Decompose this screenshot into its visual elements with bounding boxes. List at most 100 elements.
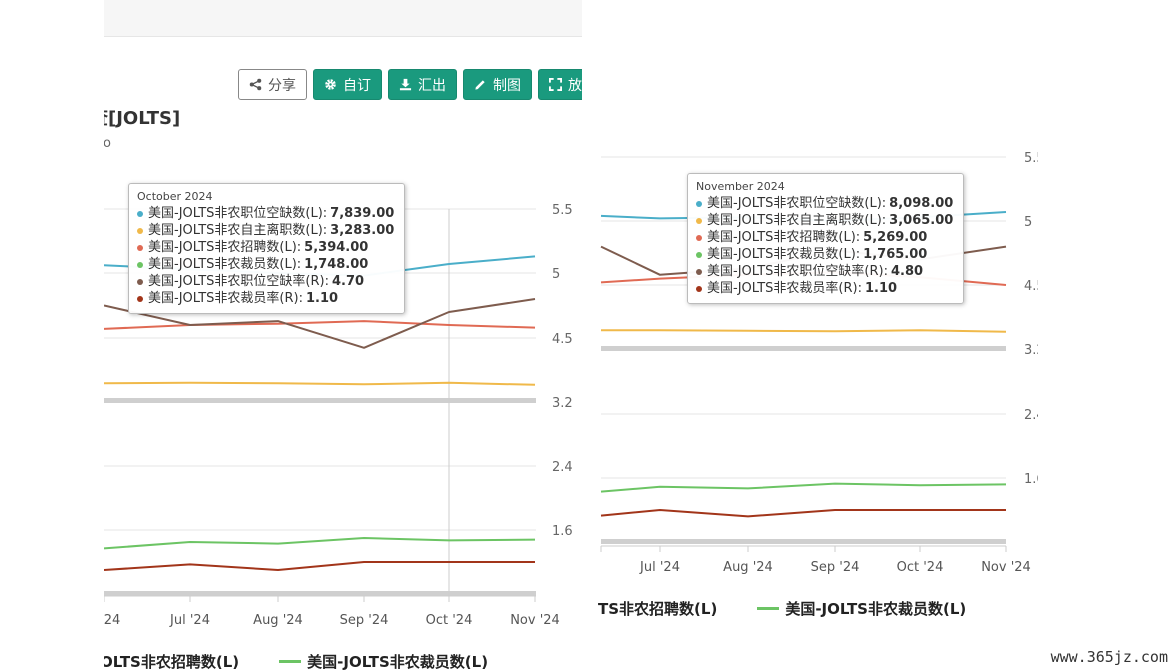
y-tick-label: 3.2 [1024,343,1038,358]
series-dot-icon [696,268,702,275]
x-tick-label: Sep '24 [340,613,389,628]
tooltip-label: 美国-JOLTS非农招聘数(L): [148,240,302,255]
tooltip-row: 美国-JOLTS非农招聘数(L): 5,269.00 [696,229,953,246]
series-line [104,561,535,571]
series-dot-icon [137,261,143,268]
y-tick-label: 4.5 [1024,279,1038,294]
tooltip-value: 3,065.00 [889,213,954,228]
tooltip-label: 美国-JOLTS非农招聘数(L): [707,230,861,245]
y-tick-label: 5 [552,267,560,282]
x-tick-label: Aug '24 [723,560,773,575]
x-tick-label: Sep '24 [811,560,860,575]
tooltip-label: 美国-JOLTS非农裁员数(L): [148,257,302,272]
series-dot-icon [696,217,702,224]
series-line [104,537,536,550]
expand-label: 放 [568,77,582,94]
left-line-chart: 1.6 2.4 3.2 4.5 5 5.5 n '24 Jul '24 Aug '24 Sep '… [104,203,573,628]
tooltip-header: October 2024 [137,190,213,203]
tooltip-row: 美国-JOLTS非农职位空缺率(R): 4.70 [137,273,394,290]
expand-button[interactable]: 放 [538,69,582,100]
x-tick-label: Oct '24 [897,560,944,575]
series-dot-icon [696,285,702,292]
left-legend: OLTS非农招聘数(L) 美国-JOLTS非农裁员数(L) [104,651,488,672]
download-icon [399,78,412,91]
watermark: www.365jz.com [1050,648,1168,666]
gear-icon [325,79,336,90]
pencil-icon [475,80,485,90]
right-line-chart: 1.6 2.4 3.2 4.5 5 5.5 Jul '24 Aug '24 Sep '24 Oct… [600,151,1038,575]
series-line [104,381,536,386]
legend-item-layoffs[interactable]: 美国-JOLTS非农裁员数(L) [757,598,966,619]
legend-label: 美国-JOLTS非农裁员数(L) [785,600,967,618]
tooltip-label: 美国-JOLTS非农自主离职数(L): [148,223,328,238]
tooltip-label: 美国-JOLTS非农裁员率(R): [707,281,862,296]
tooltip-row: 美国-JOLTS非农职位空缺数(L): 8,098.00 [696,195,953,212]
tooltip-header: November 2024 [696,180,785,193]
legend-label: TS非农招聘数(L) [598,600,718,618]
legend-item-hires[interactable]: TS非农招聘数(L) [598,598,717,619]
tooltip-row: 美国-JOLTS非农自主离职数(L): 3,283.00 [137,222,394,239]
y-tick-label: 5 [1024,215,1032,230]
tooltip-value: 4.70 [331,274,365,289]
chart-title: 查[JOLTS] [104,108,181,129]
subscribe-label: 自订 [343,77,371,94]
tooltip-label: 美国-JOLTS非农职位空缺数(L): [148,206,328,221]
series-line [600,482,1007,493]
series-dot-icon [137,210,143,217]
legend-swatch [757,607,780,610]
x-tick-label: Aug '24 [253,613,303,628]
tooltip-row: 美国-JOLTS非农职位空缺率(R): 4.80 [696,263,953,280]
tooltip-label: 美国-JOLTS非农职位空缺数(L): [707,196,887,211]
y-tick-label: 5.5 [552,203,573,218]
y-tick-label: 5.5 [1024,151,1038,166]
chart-toolbar: 分享 自订 汇出 制图 放 [238,69,582,100]
tooltip-value: 7,839.00 [330,206,395,221]
tooltip-value: 4.80 [890,264,924,279]
axis-break-band [601,539,1006,544]
subscribe-button[interactable]: 自订 [313,69,382,100]
draw-label: 制图 [493,77,521,94]
y-tick-label: 4.5 [552,332,573,347]
tooltip-value: 1.10 [864,281,898,296]
series-dot-icon [137,244,143,251]
share-label: 分享 [268,77,296,94]
tooltip-value: 1,748.00 [304,257,369,272]
x-tick-label: Jul '24 [639,560,680,575]
tooltip-value: 1,765.00 [863,247,928,262]
x-tick-label: n '24 [104,613,120,628]
tooltip-label: 美国-JOLTS非农职位空缺率(R): [148,274,329,289]
y-tick-label: 1.6 [552,524,573,539]
tooltip-row: 美国-JOLTS非农招聘数(L): 5,394.00 [137,239,394,256]
x-tick-label: Nov '24 [510,613,560,628]
series-dot-icon [696,200,702,207]
legend-item-layoffs[interactable]: 美国-JOLTS非农裁员数(L) [279,651,488,672]
series-dot-icon [137,295,143,302]
top-bar [104,0,582,37]
series-line [600,509,1006,518]
tooltip-value: 5,394.00 [304,240,369,255]
axis-break-band [104,398,536,403]
expand-icon [549,78,562,91]
series-line [104,298,536,349]
series-line [601,329,1007,333]
series-dot-icon [696,234,702,241]
tooltip-row: 美国-JOLTS非农裁员数(L): 1,748.00 [137,256,394,273]
axis-break-band [601,346,1006,351]
tooltip-row: 美国-JOLTS非农自主离职数(L): 3,065.00 [696,212,953,229]
y-tick-label: 2.4 [1024,408,1038,423]
tooltip-row: 美国-JOLTS非农裁员数(L): 1,765.00 [696,246,953,263]
series-line [104,320,536,330]
export-button[interactable]: 汇出 [388,69,457,100]
legend-item-hires[interactable]: OLTS非农招聘数(L) [104,651,239,672]
right-chart-panel: 1.6 2.4 3.2 4.5 5 5.5 Jul '24 Aug '24 Sep '24 Oct… [598,148,1038,626]
y-tick-label: 2.4 [552,460,573,475]
y-tick-label: 3.2 [552,396,573,411]
series-dot-icon [137,278,143,285]
draw-button[interactable]: 制图 [463,69,532,100]
x-tick-label: Nov '24 [981,560,1031,575]
legend-label: 美国-JOLTS非农裁员数(L) [307,653,489,671]
x-tick-label: Oct '24 [426,613,473,628]
tooltip-label: 美国-JOLTS非农裁员率(R): [148,291,303,306]
left-chart-panel: 分享 自订 汇出 制图 放 查[JOLTS] ro 1.6 2.4 3.2 4.5 5 5… [104,0,582,672]
share-button[interactable]: 分享 [238,69,307,100]
